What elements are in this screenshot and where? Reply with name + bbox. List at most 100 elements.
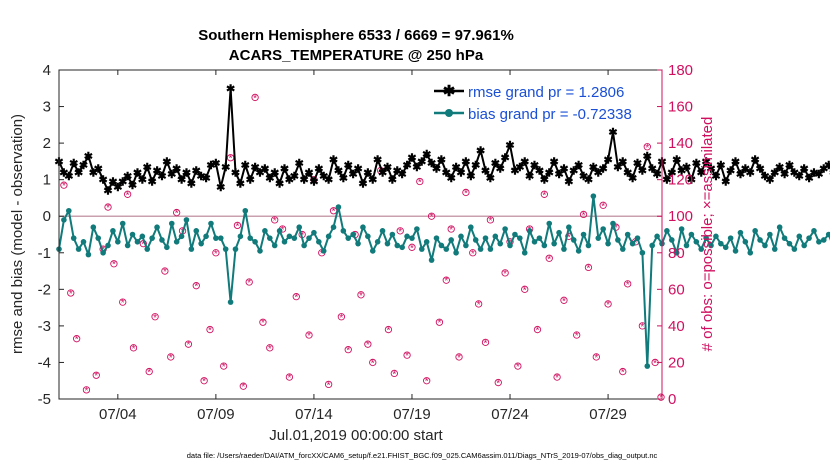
rmse-point: ✱ [643, 151, 652, 163]
obs-possible-marker [416, 177, 424, 186]
obs-possible-marker [60, 181, 68, 189]
obs-assimilated-marker: * [621, 368, 625, 379]
rmse-point: ✱ [383, 162, 392, 174]
bias-point [727, 235, 734, 241]
rmse-point: ✱ [167, 169, 176, 181]
obs-possible-marker [592, 353, 600, 361]
bias-point [217, 235, 224, 241]
rmse-point: ✱ [677, 166, 686, 178]
bias-point [654, 233, 660, 240]
bias-point [443, 246, 450, 252]
bias-point [340, 228, 347, 234]
rmse-point: ✱ [422, 149, 431, 161]
bias-point [575, 248, 582, 254]
rmse-point: ✱ [530, 160, 539, 172]
obs-assimilated-marker: * [398, 227, 402, 238]
rmse-point: ✱ [736, 169, 745, 181]
obs-assimilated-marker: * [575, 331, 579, 342]
obs-assimilated-marker: * [241, 382, 245, 393]
rmse-point: ✱ [69, 158, 78, 170]
obs-assimilated-marker: * [634, 238, 638, 249]
obs-assimilated-marker: * [640, 322, 644, 333]
chart-subtitle: ACARS_TEMPERATURE @ 250 hPa [229, 47, 484, 64]
obs-assimilated-marker: * [471, 249, 475, 260]
bias-point [732, 248, 739, 254]
bias-point [781, 235, 788, 241]
rmse-point: ✱ [427, 158, 436, 170]
rmse-point: ✱ [594, 167, 603, 179]
rmse-point: ✱ [103, 186, 112, 198]
bias-point [536, 235, 543, 241]
rmse-point: ✱ [89, 167, 98, 179]
bias-point [526, 228, 533, 234]
rmse-point: ✱ [535, 166, 544, 178]
obs-assimilated-marker: * [163, 267, 167, 278]
bias-point [767, 231, 773, 238]
obs-assimilated-marker: * [235, 221, 239, 232]
rmse-point: ✱ [461, 156, 470, 168]
rmse-point: ✱ [412, 162, 421, 174]
rmse-point: ✱ [216, 182, 225, 194]
bias-point [703, 235, 709, 241]
bias-point [771, 246, 778, 252]
bias-point [615, 237, 621, 243]
y2-axis-label: # of obs: o=possible; ×=assimilated [699, 117, 716, 352]
legend: ✱ rmse grand pr = 1.2806 bias grand pr =… [430, 76, 656, 123]
rmse-point: ✱ [373, 155, 382, 167]
legend-box [430, 76, 656, 123]
y2-tick-label: 20 [668, 354, 685, 371]
bias-point [757, 237, 763, 243]
bias-point [453, 249, 459, 256]
chart-title: Southern Hemisphere 6533 / 6669 = 97.961… [198, 27, 514, 44]
obs-assimilated-marker: * [141, 240, 145, 251]
bias-point [806, 235, 812, 241]
obs-possible-marker [514, 362, 522, 370]
bias-point [762, 242, 768, 249]
rmse-point: ✱ [133, 167, 142, 179]
bias-point [247, 235, 253, 241]
rmse-point: ✱ [481, 166, 490, 178]
bias-point [154, 224, 160, 230]
rmse-point: ✱ [711, 171, 720, 183]
rmse-series-line [58, 87, 830, 192]
obs-assimilated-marker: * [320, 249, 324, 260]
bias-point [198, 240, 204, 247]
obs-assimilated-marker: * [94, 371, 98, 382]
rmse-point: ✱ [716, 160, 725, 172]
obs-assimilated-marker: * [418, 177, 422, 188]
rmse-point: ✱ [334, 166, 343, 178]
obs-possible-marker [344, 345, 352, 354]
obs-possible-marker [192, 282, 200, 290]
obs-assimilated-marker: * [594, 353, 598, 364]
rmse-point: ✱ [800, 164, 809, 176]
obs-possible-marker [604, 300, 612, 308]
rmse-point: ✱ [255, 167, 264, 179]
obs-possible-marker [167, 353, 175, 361]
rmse-point: ✱ [809, 167, 818, 179]
x-tick-label: 07/04 [99, 406, 137, 423]
obs-possible-marker [364, 340, 372, 348]
bias-point [477, 246, 484, 252]
rmse-point: ✱ [648, 164, 657, 176]
x-tick-label: 07/24 [491, 406, 529, 423]
rmse-point: ✱ [721, 176, 730, 188]
y-tick-label: -4 [38, 354, 51, 371]
obs-possible-marker [145, 367, 153, 376]
obs-assimilated-marker: * [346, 346, 350, 357]
rmse-point: ✱ [241, 160, 250, 172]
obs-assimilated-marker: * [85, 386, 89, 397]
obs-assimilated-marker: * [425, 377, 429, 388]
obs-assimilated-marker: * [464, 188, 468, 199]
bias-point [678, 226, 685, 232]
rmse-point: ✱ [270, 167, 279, 179]
bias-point [669, 237, 675, 243]
obs-assimilated-marker: * [332, 207, 336, 218]
rmse-point: ✱ [746, 167, 755, 179]
obs-assimilated-marker: * [268, 344, 272, 355]
rmse-point: ✱ [172, 164, 181, 176]
rmse-point: ✱ [466, 171, 475, 183]
y-tick-label: 4 [43, 62, 51, 79]
bias-point [168, 220, 175, 227]
bias-point [512, 231, 518, 238]
bias-point [683, 242, 690, 249]
